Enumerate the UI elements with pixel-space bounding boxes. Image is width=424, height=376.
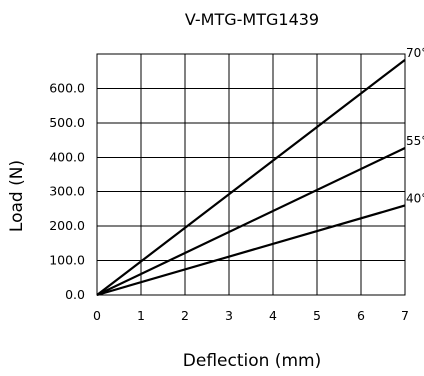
x-tick-label-0: 0 — [93, 308, 101, 323]
y-tick-label-2: 200.0 — [49, 218, 85, 233]
x-tick-labels: 0 1 2 3 4 5 6 7 — [93, 308, 409, 323]
series-labels: 70° 55° 40° — [406, 46, 424, 206]
y-tick-label-0: 0.0 — [65, 287, 85, 302]
series-line-0 — [96, 58, 406, 296]
series-lines — [96, 58, 406, 297]
series-line-2 — [96, 204, 406, 297]
series-line-1 — [96, 146, 406, 296]
x-tick-label-7: 7 — [401, 308, 409, 323]
series-label-1: 55° — [406, 134, 424, 148]
x-tick-label-2: 2 — [181, 308, 189, 323]
x-tick-label-6: 6 — [357, 308, 365, 323]
series-label-0: 70° — [406, 46, 424, 60]
y-tick-label-3: 300.0 — [49, 184, 85, 199]
x-axis-label: Deflection (mm) — [183, 351, 321, 371]
x-tick-label-1: 1 — [137, 308, 145, 323]
grid — [96, 54, 406, 296]
chart-title: V-MTG-MTG1439 — [185, 10, 319, 29]
plot-frame — [96, 53, 406, 296]
series-label-2: 40° — [406, 191, 424, 205]
x-tick-label-5: 5 — [313, 308, 321, 323]
y-tick-label-6: 600.0 — [49, 80, 85, 95]
y-tick-label-5: 500.0 — [49, 115, 85, 130]
x-tick-label-4: 4 — [269, 308, 277, 323]
y-tick-labels: 0.0 100.0 200.0 300.0 400.0 500.0 600.0 — [49, 80, 85, 302]
x-tick-label-3: 3 — [225, 308, 233, 323]
y-axis-label: Load (N) — [7, 160, 27, 232]
y-tick-label-1: 100.0 — [49, 253, 85, 268]
y-tick-label-4: 400.0 — [49, 149, 85, 164]
